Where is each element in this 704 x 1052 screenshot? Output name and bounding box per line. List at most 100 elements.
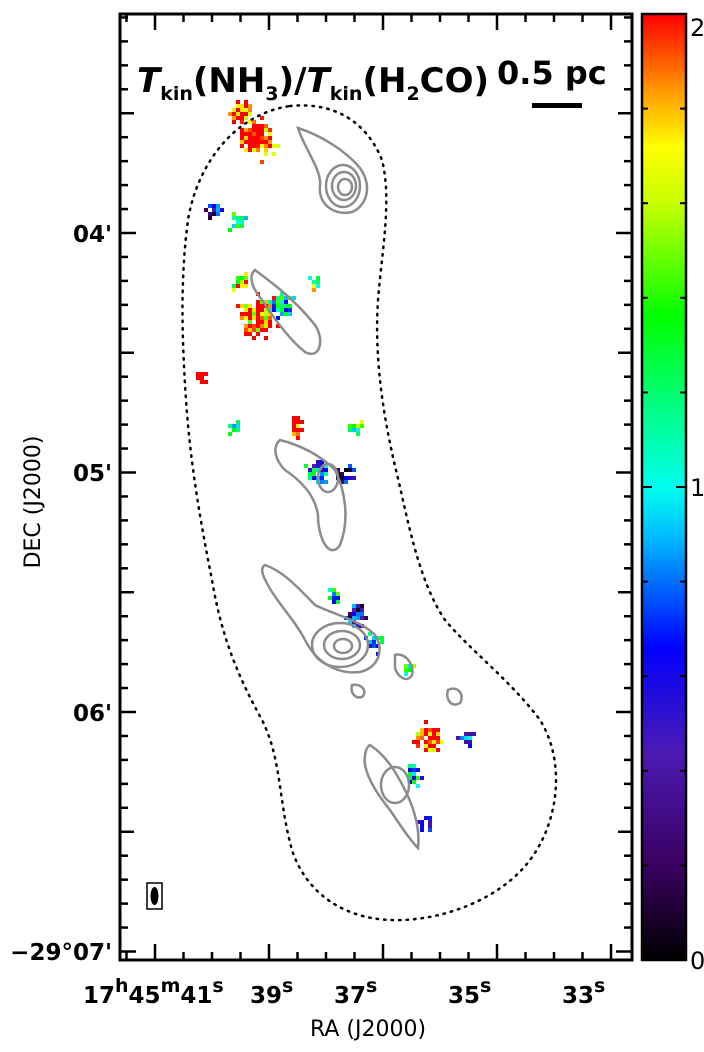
ratio-pixel — [244, 324, 248, 328]
ratio-pixel — [232, 116, 236, 120]
ratio-pixel — [236, 116, 240, 120]
ratio-pixel — [348, 424, 352, 428]
ratio-pixel — [264, 300, 268, 304]
ratio-pixel — [412, 772, 416, 776]
ratio-pixel — [216, 208, 220, 212]
contour-south-outer — [260, 563, 381, 674]
ratio-pixel — [340, 472, 344, 476]
ratio-pixel — [256, 128, 260, 132]
ratio-pixel — [260, 304, 264, 308]
ratio-pixel — [356, 424, 360, 428]
ratio-pixel — [200, 372, 204, 376]
ratio-pixel — [320, 480, 324, 484]
ratio-pixel — [264, 316, 268, 320]
ratio-pixel — [256, 320, 260, 324]
ratio-pixel — [248, 312, 252, 316]
ratio-pixel — [312, 284, 316, 288]
ratio-pixel — [336, 600, 340, 604]
ratio-pixel — [244, 284, 248, 288]
ratio-pixel — [248, 112, 252, 116]
ratio-pixel — [244, 136, 248, 140]
ratio-pixel — [292, 296, 296, 300]
ratio-pixel — [264, 148, 268, 152]
ratio-pixels — [196, 100, 476, 832]
ratio-pixel — [248, 316, 252, 320]
ratio-pixel — [256, 148, 260, 152]
y-tick-label: 05' — [73, 461, 112, 487]
colorbar-ticks — [642, 13, 686, 961]
ratio-pixel — [336, 592, 340, 596]
ratio-pixel — [328, 596, 332, 600]
ratio-pixel — [252, 308, 256, 312]
ratio-pixel — [284, 296, 288, 300]
ratio-pixel — [256, 332, 260, 336]
ratio-pixel — [252, 316, 256, 320]
ratio-pixel — [428, 744, 432, 748]
ratio-pixel — [460, 736, 464, 740]
ratio-pixel — [292, 432, 296, 436]
ratio-pixel — [424, 748, 428, 752]
ratio-pixel — [248, 140, 252, 144]
x-axis-label: RA (J2000) — [310, 1017, 426, 1042]
ratio-pixel — [292, 416, 296, 420]
ratio-pixel — [352, 612, 356, 616]
ratio-pixel — [248, 148, 252, 152]
ratio-pixel — [468, 732, 472, 736]
ratio-pixel — [416, 784, 420, 788]
ratio-pixel — [428, 820, 432, 824]
ratio-pixel — [268, 320, 272, 324]
ratio-pixel — [244, 316, 248, 320]
ratio-pixel — [240, 316, 244, 320]
ratio-pixel — [324, 468, 328, 472]
ratio-pixel — [260, 324, 264, 328]
ratio-pixel — [240, 220, 244, 224]
contour-south-inner — [332, 637, 354, 655]
ratio-pixel — [356, 604, 360, 608]
ratio-pixel — [240, 276, 244, 280]
ratio-pixel — [316, 464, 320, 468]
ratio-pixel — [292, 420, 296, 424]
ratio-pixel — [348, 468, 352, 472]
ratio-pixel — [244, 104, 248, 108]
ratio-pixel — [244, 140, 248, 144]
ratio-pixel — [264, 124, 268, 128]
ratio-pixel — [276, 296, 280, 300]
ratio-pixel — [276, 300, 280, 304]
ratio-pixel — [336, 468, 340, 472]
ratio-pixel — [320, 472, 324, 476]
ratio-pixel — [380, 636, 384, 640]
ratio-pixel — [348, 612, 352, 616]
ratio-pixel — [404, 664, 408, 668]
ratio-pixel — [252, 144, 256, 148]
ratio-pixel — [252, 324, 256, 328]
ratio-pixel — [236, 276, 240, 280]
ratio-pixel — [288, 304, 292, 308]
ratio-pixel — [240, 224, 244, 228]
ratio-pixel — [228, 432, 232, 436]
ratio-pixel — [232, 288, 236, 292]
ratio-pixel — [264, 152, 268, 156]
ratio-pixel — [244, 304, 248, 308]
ratio-pixel — [256, 312, 260, 316]
ratio-pixel — [356, 432, 360, 436]
ratio-pixel — [284, 300, 288, 304]
ratio-pixel — [248, 108, 252, 112]
ratio-pixel — [292, 428, 296, 432]
ratio-pixel — [468, 740, 472, 744]
ratio-pixel — [204, 372, 208, 376]
ratio-pixel — [356, 624, 360, 628]
ratio-pixel — [260, 320, 264, 324]
ratio-pixel — [308, 472, 312, 476]
ratio-pixel — [236, 112, 240, 116]
ratio-pixel — [344, 480, 348, 484]
ratio-pixel — [352, 476, 356, 480]
ratio-pixel — [240, 108, 244, 112]
ratio-pixel — [436, 732, 440, 736]
ratio-pixel — [360, 424, 364, 428]
ratio-pixel — [240, 104, 244, 108]
ratio-pixel — [368, 632, 372, 636]
map-area — [181, 100, 558, 922]
ratio-pixel — [420, 828, 424, 832]
ratio-pixel — [240, 128, 244, 132]
ratio-pixel — [408, 664, 412, 668]
